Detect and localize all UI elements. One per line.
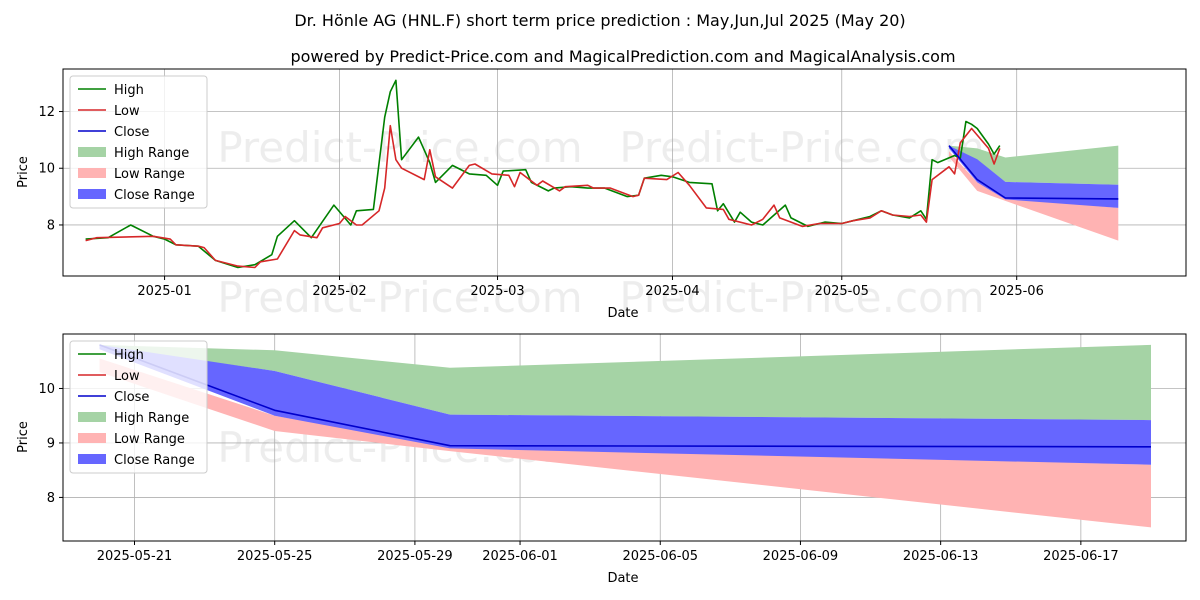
- legend-low-label: Low: [114, 104, 140, 119]
- bottom-panel: Predict-Price.com Predict-Price.com 2025…: [16, 333, 1187, 586]
- close-line: [948, 145, 1119, 200]
- legend-high-range-label: High Range: [114, 146, 189, 161]
- x-tick-label: 2025-01: [137, 284, 191, 299]
- bottom-y-ticks: 8 9 10: [38, 382, 63, 506]
- bottom-range-areas: [99, 344, 1151, 528]
- x-tick-label: 2025-05-25: [237, 549, 313, 564]
- x-tick-label: 2025-06-01: [482, 549, 558, 564]
- legend-high-range-label: High Range: [114, 411, 189, 426]
- top-legend: High Low Close High Range Low Range Close Ran…: [69, 75, 208, 209]
- x-tick-label: 2025-06: [990, 284, 1044, 299]
- x-tick-label: 2025-05-21: [97, 549, 173, 564]
- y-tick-label: 9: [47, 436, 55, 451]
- x-tick-label: 2025-02: [312, 284, 366, 299]
- legend-high-range-swatch: [78, 147, 106, 157]
- legend-close-label: Close: [114, 390, 149, 405]
- high-line: [85, 79, 1001, 269]
- top-x-axis-label: Date: [607, 306, 638, 321]
- top-y-axis-label: Price: [16, 156, 31, 188]
- legend-low-label: Low: [114, 369, 140, 384]
- legend-close-range-label: Close Range: [114, 188, 195, 203]
- x-tick-label: 2025-03: [470, 284, 524, 299]
- x-tick-label: 2025-06-13: [903, 549, 979, 564]
- y-tick-label: 8: [47, 491, 55, 506]
- low-range-area: [99, 358, 1151, 528]
- y-tick-label: 12: [38, 105, 55, 120]
- x-tick-label: 2025-06-17: [1043, 549, 1119, 564]
- bottom-plot-frame: [62, 333, 1187, 542]
- legend-high-range-swatch: [78, 412, 106, 422]
- y-tick-label: 8: [47, 218, 55, 233]
- x-tick-label: 2025-05-29: [377, 549, 453, 564]
- top-x-ticks: 2025-01 2025-02 2025-03 2025-04 2025-05 2025-…: [137, 276, 1044, 299]
- high-range-area: [99, 344, 1151, 421]
- low-line: [85, 124, 1001, 269]
- top-plot-frame: [62, 68, 1187, 277]
- x-tick-label: 2025-04: [645, 284, 699, 299]
- bottom-x-axis-label: Date: [607, 571, 638, 586]
- top-range-areas: [949, 145, 1119, 241]
- watermark: Predict-Price.com: [619, 123, 984, 172]
- bottom-legend: High Low Close High Range Low Range Close Ran…: [69, 340, 208, 474]
- legend-low-range-label: Low Range: [114, 432, 185, 447]
- y-tick-label: 10: [38, 382, 55, 397]
- legend-close-range-label: Close Range: [114, 453, 195, 468]
- x-tick-label: 2025-06-05: [622, 549, 698, 564]
- top-panel: Predict-Price.com Predict-Price.com Pred…: [16, 68, 1187, 322]
- legend-high-label: High: [114, 348, 144, 363]
- x-tick-label: 2025-06-09: [763, 549, 839, 564]
- legend-low-range-swatch: [78, 433, 106, 443]
- legend-low-range-swatch: [78, 168, 106, 178]
- low-range-area: [949, 151, 1119, 241]
- top-y-ticks: 8 10 12: [38, 105, 63, 233]
- chart-subtitle: powered by Predict-Price.com and Magical…: [290, 47, 955, 66]
- close-range-area: [949, 145, 1119, 208]
- watermark: Predict-Price.com: [619, 273, 984, 322]
- legend-close-range-swatch: [78, 189, 106, 199]
- close-range-area: [99, 344, 1151, 465]
- top-series-lines: [85, 79, 1119, 269]
- legend-close-range-swatch: [78, 454, 106, 464]
- legend-high-label: High: [114, 83, 144, 98]
- watermark: Predict-Price.com: [217, 273, 582, 322]
- y-tick-label: 10: [38, 162, 55, 177]
- x-tick-label: 2025-05: [815, 284, 869, 299]
- chart-title: Dr. Hönle AG (HNL.F) short term price pr…: [294, 11, 905, 30]
- bottom-y-axis-label: Price: [16, 421, 31, 453]
- legend-low-range-label: Low Range: [114, 167, 185, 182]
- legend-close-label: Close: [114, 125, 149, 140]
- bottom-x-ticks: 2025-05-21 2025-05-25 2025-05-29 2025-06-01…: [97, 541, 1119, 564]
